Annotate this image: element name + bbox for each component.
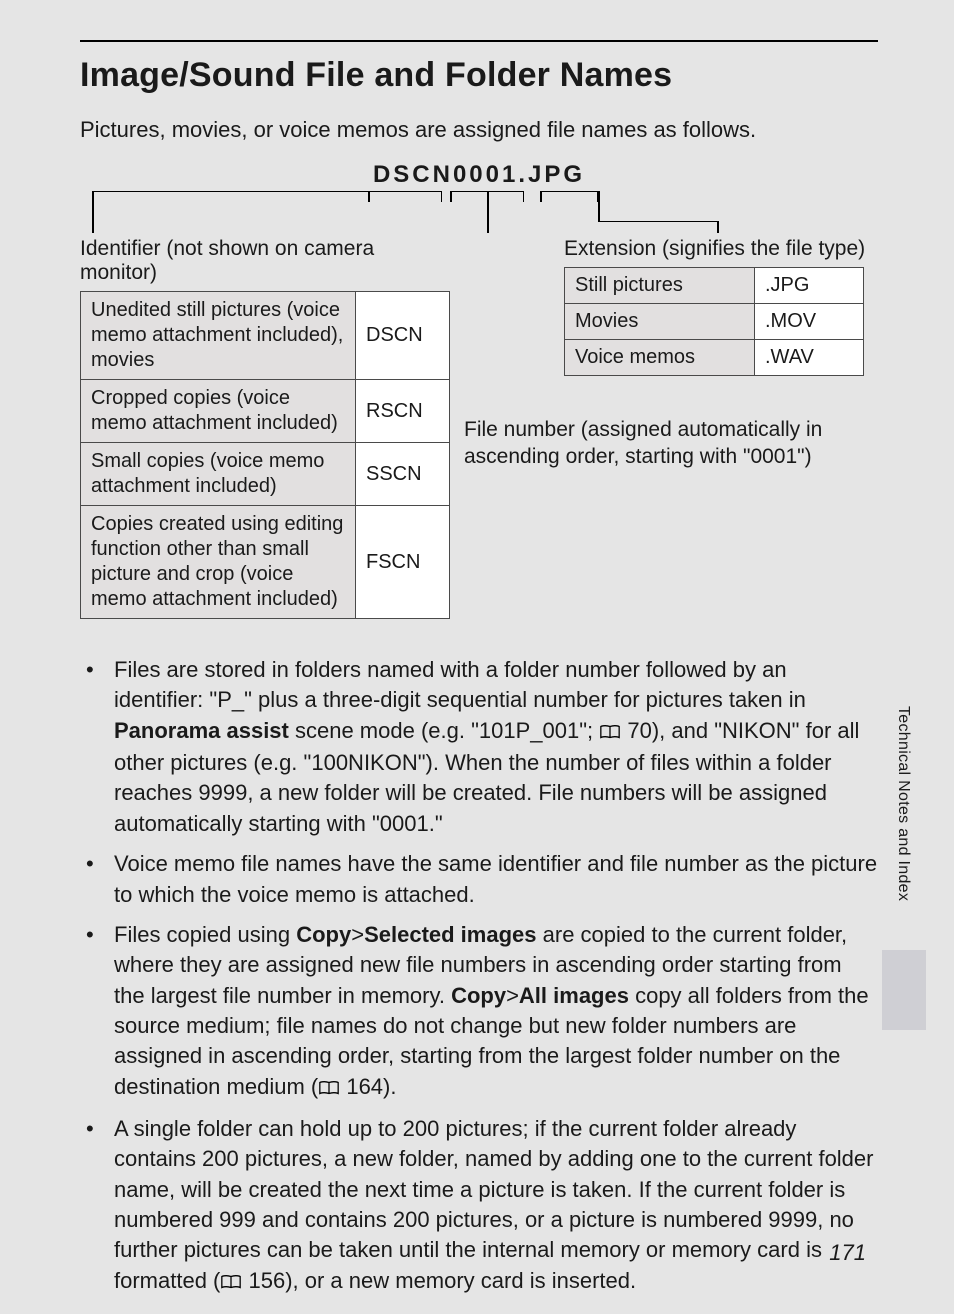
manual-ref-icon	[599, 718, 621, 748]
page-number: 171	[829, 1240, 866, 1266]
list-item: Files copied using Copy>Selected images …	[80, 920, 878, 1104]
file-number-note: File number (assigned automatically in a…	[464, 416, 878, 471]
filename-example: DSCN0001.JPG	[18, 161, 940, 189]
notes-list: Files are stored in folders named with a…	[80, 655, 878, 1298]
table-row: Still pictures.JPG	[565, 268, 864, 304]
table-row: Unedited still pictures (voice memo atta…	[81, 292, 450, 380]
table-row: Cropped copies (voice memo attachment in…	[81, 380, 450, 443]
list-item: Files are stored in folders named with a…	[80, 655, 878, 839]
manual-ref-icon	[220, 1268, 242, 1298]
extension-table: Still pictures.JPG Movies.MOV Voice memo…	[564, 267, 864, 376]
manual-ref-icon	[318, 1074, 340, 1104]
list-item: A single folder can hold up to 200 pictu…	[80, 1114, 878, 1298]
bracket-diagram	[80, 191, 878, 237]
table-row: Voice memos.WAV	[565, 340, 864, 376]
identifier-heading: Identifier (not shown on camera monitor)	[80, 237, 450, 285]
rule-top	[80, 40, 878, 42]
side-tab-block	[882, 950, 926, 1030]
intro-text: Pictures, movies, or voice memos are ass…	[80, 117, 878, 143]
table-row: Small copies (voice memo attachment incl…	[81, 443, 450, 506]
page-title: Image/Sound File and Folder Names	[80, 56, 940, 95]
extension-heading: Extension (signifies the file type)	[564, 237, 878, 261]
identifier-table: Unedited still pictures (voice memo atta…	[80, 291, 450, 619]
list-item: Voice memo file names have the same iden…	[80, 849, 878, 910]
side-tab-label: Technical Notes and Index	[894, 706, 912, 901]
table-row: Copies created using editing function ot…	[81, 506, 450, 619]
table-row: Movies.MOV	[565, 304, 864, 340]
